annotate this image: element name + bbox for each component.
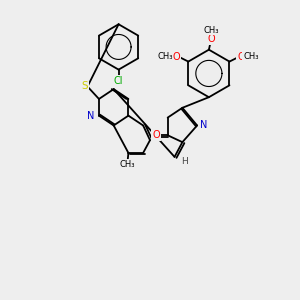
Text: H: H [181, 157, 188, 166]
Text: CH₃: CH₃ [120, 160, 135, 169]
Text: O: O [173, 52, 180, 62]
Text: O: O [152, 130, 160, 140]
Text: S: S [81, 81, 88, 91]
Text: N: N [87, 111, 94, 121]
Text: Cl: Cl [114, 76, 123, 86]
Text: O: O [237, 52, 245, 62]
Text: N: N [200, 121, 207, 130]
Text: CH₃: CH₃ [157, 52, 172, 61]
Text: O: O [207, 34, 215, 44]
Text: CH₃: CH₃ [203, 26, 219, 34]
Text: CH₃: CH₃ [243, 52, 259, 61]
